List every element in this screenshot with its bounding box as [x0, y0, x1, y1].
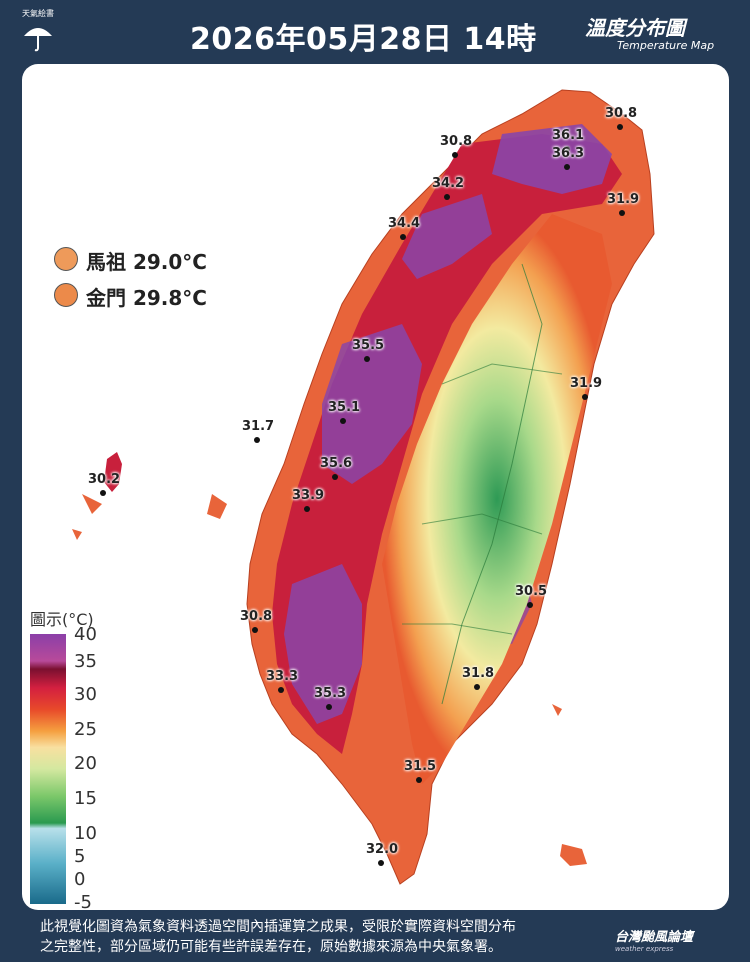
station-temp-label: 31.9 — [570, 376, 603, 391]
station-dot — [332, 474, 338, 480]
station-dot — [564, 164, 570, 170]
kinmen-label: 金門 29.8°C — [86, 286, 207, 310]
station-temp-label: 30.8 — [605, 106, 638, 121]
station-temp-label: 30.8 — [440, 134, 473, 149]
hot-zone-taipei — [402, 194, 492, 279]
station-temp-label: 35.6 — [320, 456, 353, 471]
station-dot — [444, 194, 450, 200]
station-temp-label: 33.9 — [292, 488, 325, 503]
station-dot — [452, 152, 458, 158]
hot-zone-south — [284, 564, 362, 724]
station-temp-label: 33.3 — [266, 669, 299, 684]
kinmen-color-dot — [54, 283, 78, 307]
disclaimer: 此視覺化圖資為氣象資料透過空間內插運算之成果，受限於實際資料空間分布 之完整性，… — [40, 917, 640, 957]
disclaimer-line-2: 之完整性，部分區域仍可能有些許誤差存在，原始數據來源為中央氣象署。 — [40, 939, 502, 955]
station-dot — [400, 234, 406, 240]
station-temp-label: 30.5 — [515, 584, 548, 599]
station-temp-label: 30.8 — [240, 609, 273, 624]
station-dot — [378, 860, 384, 866]
disclaimer-line-1: 此視覺化圖資為氣象資料透過空間內插運算之成果，受限於實際資料空間分布 — [40, 919, 516, 935]
station-temp-label: 36.1 — [552, 128, 585, 143]
page-title: 2026年05月28日 14時 — [190, 22, 537, 57]
station-dot — [474, 684, 480, 690]
legend-tick: 35 — [74, 651, 97, 672]
hot-zone-north — [492, 124, 612, 194]
temperature-map — [30, 89, 655, 904]
station-dot — [340, 418, 346, 424]
legend-color-bar — [30, 634, 66, 904]
legend-tick: 0 — [74, 869, 86, 890]
map-subtitle: 溫度分布圖 — [585, 16, 685, 40]
legend-title: 圖示(°C) — [30, 610, 94, 629]
legend-tick: 40 — [74, 624, 97, 645]
station-temp-label: 30.2 — [88, 472, 121, 487]
station-temp-label: 31.9 — [607, 192, 640, 207]
legend-tick: 5 — [74, 846, 86, 867]
station-dot — [416, 777, 422, 783]
station-temp-label: 34.2 — [432, 176, 465, 191]
legend: 圖示(°C) 40 35 30 25 20 15 10 5 0 -5 — [30, 606, 110, 910]
station-temp-label: 31.5 — [404, 759, 437, 774]
umbrella-icon — [24, 28, 52, 52]
header: 天氣絵書 2026年05月28日 14時 溫度分布圖 Temperature M… — [0, 0, 750, 66]
station-dot — [254, 437, 260, 443]
matsu-label: 馬祖 29.0°C — [86, 250, 207, 274]
lanyu-island — [560, 844, 587, 866]
station-temp-label: 36.3 — [552, 146, 585, 161]
station-dot — [100, 490, 106, 496]
brand-name: 台灣颱風論壇 — [615, 930, 694, 945]
logo-text: 天氣絵書 — [22, 9, 54, 18]
station-dot — [619, 210, 625, 216]
map-panel: 30.8 36.1 30.8 36.3 34.2 31.9 34.4 35.5 31.9 35.1… — [22, 64, 729, 910]
station-temp-label: 34.4 — [388, 216, 421, 231]
station-temp-label: 35.3 — [314, 686, 347, 701]
brand-name-en: weather express — [615, 945, 674, 953]
station-temp-label: 35.1 — [328, 400, 361, 415]
map-subtitle-en: Temperature Map — [617, 39, 715, 52]
station-dot — [278, 687, 284, 693]
station-dot — [617, 124, 623, 130]
station-temp-label: 31.8 — [462, 666, 495, 681]
matsu-color-dot — [54, 247, 78, 271]
hot-zone-central — [322, 324, 422, 484]
station-dot — [564, 146, 570, 152]
legend-tick: 15 — [74, 788, 97, 809]
station-dot — [326, 704, 332, 710]
station-dot — [304, 506, 310, 512]
legend-tick: 25 — [74, 719, 97, 740]
station-dot — [252, 627, 258, 633]
penghu-island — [104, 452, 122, 492]
station-dot — [527, 602, 533, 608]
station-dot — [364, 356, 370, 362]
mountain-range — [382, 214, 612, 784]
legend-tick: -5 — [74, 892, 92, 910]
legend-tick: 20 — [74, 753, 97, 774]
brand-logo: 台灣颱風論壇 weather express — [615, 926, 725, 953]
station-temp-label: 31.7 — [242, 419, 275, 434]
logo: 天氣絵書 — [18, 8, 58, 56]
legend-tick: 30 — [74, 684, 97, 705]
station-temp-label: 32.0 — [366, 842, 399, 857]
station-temp-label: 35.5 — [352, 338, 385, 353]
station-dot — [582, 394, 588, 400]
legend-tick: 10 — [74, 823, 97, 844]
